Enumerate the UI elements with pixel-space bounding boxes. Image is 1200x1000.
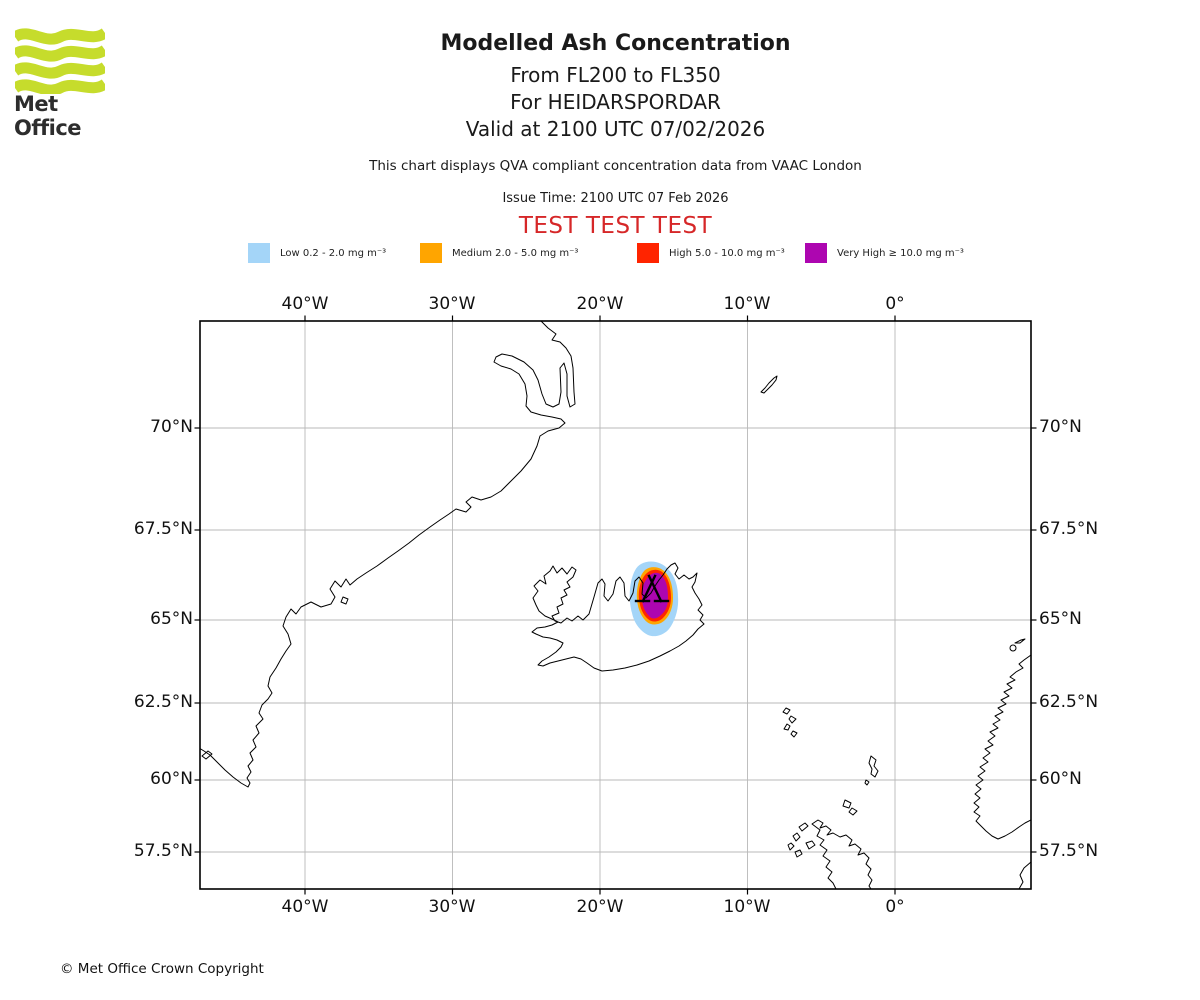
coastline-greenland-island bbox=[201, 750, 213, 760]
lat-label-left: 60°N bbox=[150, 769, 193, 789]
coastline-hebrides bbox=[787, 822, 816, 858]
lat-label-left: 65°N bbox=[150, 609, 193, 629]
coastline-faroes bbox=[782, 707, 798, 738]
graticule-gridlines bbox=[200, 321, 1031, 889]
lon-label-top: 20°W bbox=[576, 294, 624, 314]
axis-ticks bbox=[194, 315, 1037, 895]
coastline-norway-se bbox=[1018, 861, 1031, 889]
legend-label: Medium 2.0 - 5.0 mg m⁻³ bbox=[452, 247, 579, 259]
ash-contour-very-high bbox=[641, 572, 668, 619]
lat-label-left: 62.5°N bbox=[133, 692, 193, 712]
coastline-iceland bbox=[531, 562, 705, 672]
volcano-marker-icon bbox=[634, 574, 670, 603]
page-title: Modelled Ash Concentration bbox=[440, 31, 791, 56]
logo-waves-icon bbox=[11, 28, 109, 96]
lon-label-bottom: 0° bbox=[885, 897, 905, 917]
coastline-greenland bbox=[200, 321, 576, 788]
lat-label-right: 62.5°N bbox=[1039, 692, 1099, 712]
legend-swatch-low bbox=[248, 243, 270, 263]
legend-item-very-high: Very High ≥ 10.0 mg m⁻³ bbox=[805, 243, 964, 263]
issue-time: Issue Time: 2100 UTC 07 Feb 2026 bbox=[502, 191, 729, 206]
lon-label-top: 30°W bbox=[428, 294, 476, 314]
coastline-greenland-islet bbox=[340, 596, 349, 605]
lat-label-left: 67.5°N bbox=[133, 519, 193, 539]
copyright-notice: © Met Office Crown Copyright bbox=[60, 961, 264, 977]
flight-level-subtitle: From FL200 to FL350 bbox=[510, 63, 721, 87]
lat-label-right: 65°N bbox=[1039, 609, 1082, 629]
lon-label-top: 40°W bbox=[281, 294, 329, 314]
map-frame bbox=[199, 320, 1032, 890]
coastline-norway bbox=[973, 654, 1031, 840]
legend-item-medium: Medium 2.0 - 5.0 mg m⁻³ bbox=[420, 243, 578, 263]
lon-label-bottom: 40°W bbox=[281, 897, 329, 917]
test-banner: TEST TEST TEST bbox=[518, 213, 713, 239]
lat-label-left: 70°N bbox=[150, 417, 193, 437]
lat-label-left: 57.5°N bbox=[133, 841, 193, 861]
lat-label-right: 60°N bbox=[1039, 769, 1082, 789]
lat-label-right: 67.5°N bbox=[1039, 519, 1099, 539]
coastline-shetland-orkney bbox=[842, 755, 879, 816]
legend-swatch-medium bbox=[420, 243, 442, 263]
valid-time-subtitle: Valid at 2100 UTC 07/02/2026 bbox=[465, 117, 766, 141]
coastline-norway-islands bbox=[1009, 638, 1026, 652]
lon-label-top: 0° bbox=[885, 294, 905, 314]
lon-label-bottom: 20°W bbox=[576, 897, 624, 917]
legend-swatch-very-high bbox=[805, 243, 827, 263]
legend-label: Low 0.2 - 2.0 mg m⁻³ bbox=[280, 247, 387, 259]
compliance-note: This chart displays QVA compliant concen… bbox=[369, 158, 862, 174]
lat-label-right: 70°N bbox=[1039, 417, 1082, 437]
legend-swatch-high bbox=[637, 243, 659, 263]
lon-label-bottom: 30°W bbox=[428, 897, 476, 917]
lon-label-top: 10°W bbox=[723, 294, 771, 314]
logo-wordmark: Met Office bbox=[14, 92, 82, 140]
coastline-scotland bbox=[811, 819, 873, 889]
lat-label-right: 57.5°N bbox=[1039, 841, 1099, 861]
legend-item-low: Low 0.2 - 2.0 mg m⁻³ bbox=[248, 243, 386, 263]
legend-item-high: High 5.0 - 10.0 mg m⁻³ bbox=[637, 243, 785, 263]
legend-label: Very High ≥ 10.0 mg m⁻³ bbox=[837, 247, 964, 259]
coastline-jan-mayen bbox=[760, 375, 778, 394]
ash-concentration-contours bbox=[629, 561, 679, 637]
map-plot bbox=[194, 315, 1037, 895]
met-office-logo: Met Office bbox=[11, 28, 125, 140]
volcano-name-subtitle: For HEIDARSPORDAR bbox=[510, 90, 721, 114]
lon-label-bottom: 10°W bbox=[723, 897, 771, 917]
legend-label: High 5.0 - 10.0 mg m⁻³ bbox=[669, 247, 785, 259]
